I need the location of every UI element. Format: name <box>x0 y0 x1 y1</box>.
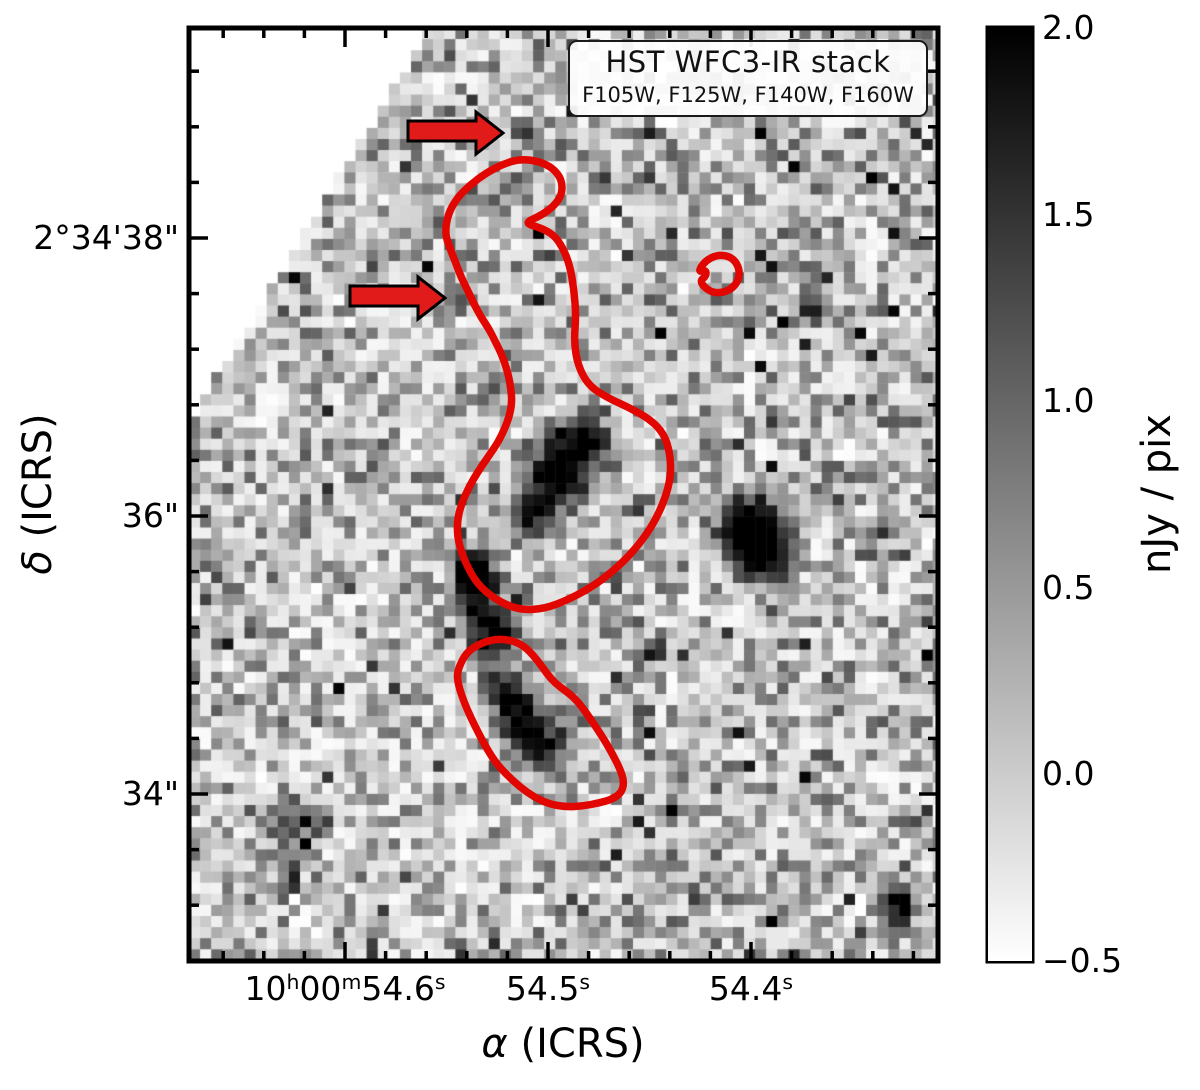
source-contour <box>453 635 628 811</box>
annotation-arrow <box>348 273 448 323</box>
y-tick-label: 34" <box>121 774 179 813</box>
y-tick-label: 36" <box>121 496 179 535</box>
source-contour <box>442 155 675 614</box>
y-axis-label: δ (ICRS) <box>15 413 61 575</box>
colorbar-unit-label: nJy / pix <box>1134 414 1180 574</box>
legend-box: HST WFC3-IR stack F105W, F125W, F140W, F… <box>568 40 928 117</box>
annotation-arrow <box>406 108 506 158</box>
x-tick-label: 54.5s <box>505 969 591 1008</box>
source-contour <box>696 251 743 297</box>
y-tick-label: 2°34'38" <box>33 218 179 257</box>
x-tick-label: 54.4s <box>708 969 794 1008</box>
colorbar-tick-label: −0.5 <box>1042 941 1123 980</box>
colorbar-tick-label: 2.0 <box>1042 8 1095 47</box>
colorbar-gradient <box>988 28 1032 961</box>
legend-title: HST WFC3-IR stack <box>605 45 891 79</box>
x-tick-label: 10h00m54.6s <box>244 969 446 1008</box>
legend-filters: F105W, F125W, F140W, F160W <box>582 83 914 107</box>
colorbar-tick-label: 1.5 <box>1042 194 1095 234</box>
colorbar-tick-label: 0.5 <box>1042 567 1095 607</box>
colorbar-tick-label: 0.0 <box>1042 754 1095 794</box>
colorbar-tick-label: 1.0 <box>1042 381 1095 421</box>
plot-frame <box>186 25 941 964</box>
x-axis-label: α (ICRS) <box>481 1021 645 1067</box>
